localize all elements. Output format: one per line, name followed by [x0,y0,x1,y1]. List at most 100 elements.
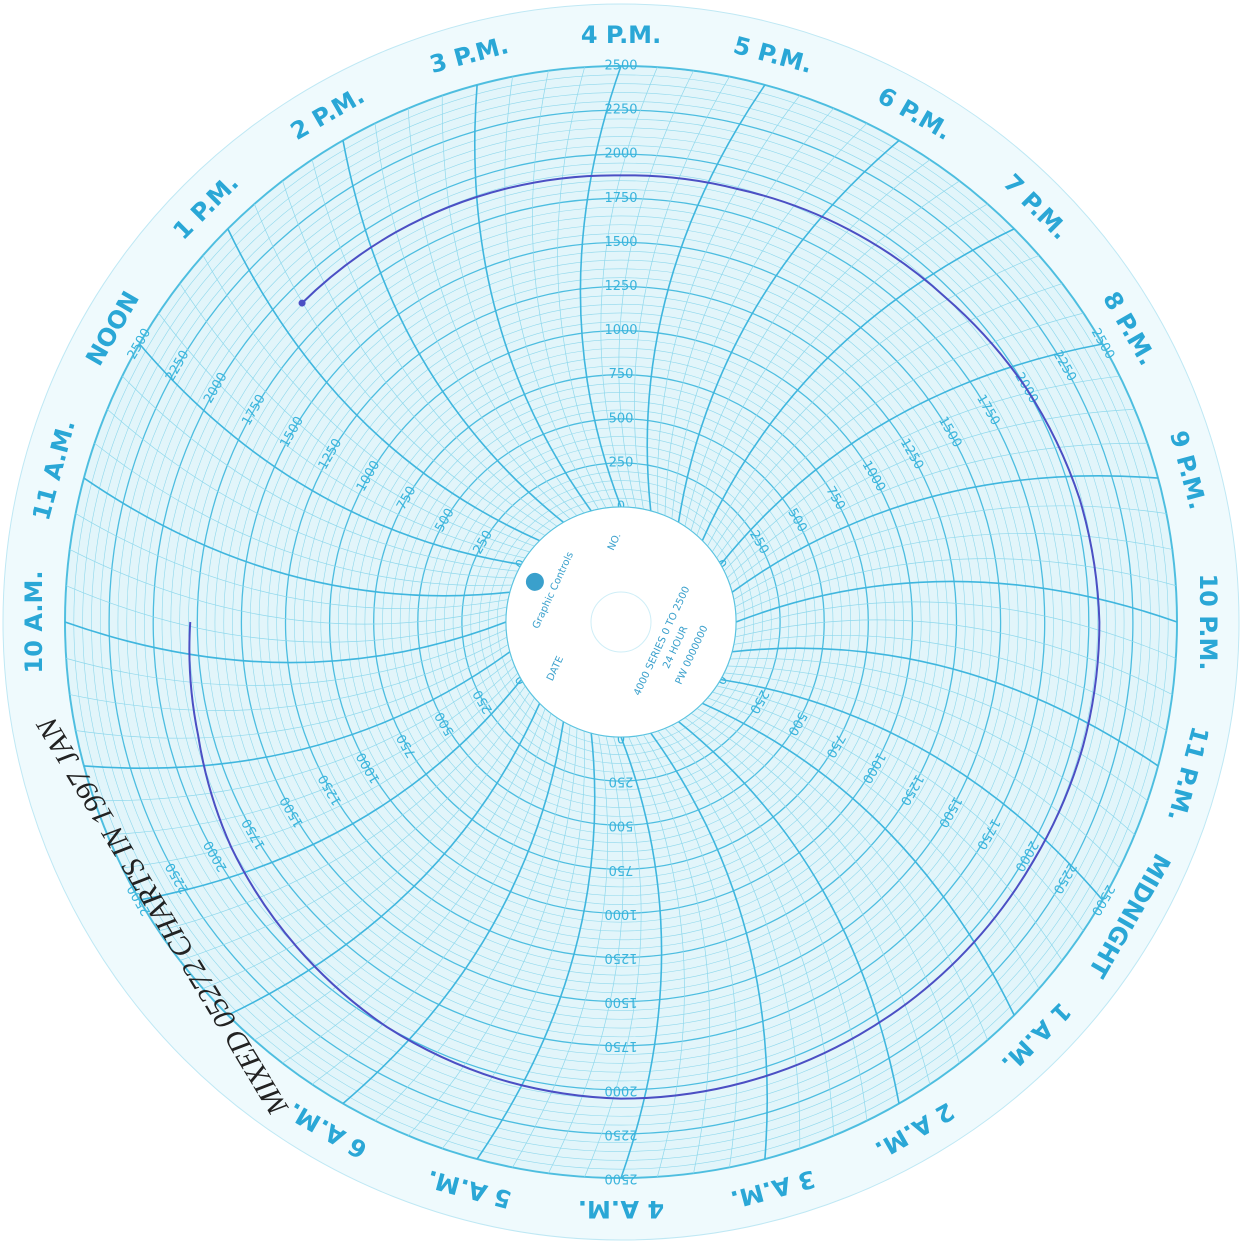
minor-ring [408,409,834,835]
time-line [635,735,710,1174]
time-line [657,95,800,514]
minor-ring [338,339,904,905]
time-line [179,691,531,961]
hour-line [701,228,1015,542]
time-line [716,312,1084,559]
hub-hole [590,591,652,653]
hour-line [677,139,900,523]
time-line [734,533,1173,608]
scale-label: 750 [609,367,634,382]
minor-ring [355,356,887,888]
scale-label: 2500 [604,1171,637,1186]
minor-ring [258,259,984,985]
time-line [671,724,868,1121]
hour-line [83,477,511,597]
time-line [75,644,509,739]
trace-layer [188,174,1101,1100]
time-line [407,728,578,1136]
scale-label: 1500 [604,235,637,250]
time-line [282,713,552,1064]
scale-label: 1750 [604,191,637,206]
hour-line [342,140,565,524]
scale-label: 2000 [604,147,637,162]
time-line [311,159,558,527]
time-line [66,585,507,643]
minor-ring [249,250,993,994]
scale-label: 250 [609,455,634,470]
time-line [643,734,738,1168]
scale-label: 2250 [604,103,637,118]
time-line [158,312,526,559]
scale-ring [461,462,781,782]
minor-ring [135,136,1107,1108]
scale-ring [108,109,1134,1135]
time-line [69,549,508,625]
scale-label: 750 [609,862,634,877]
scale-label: 500 [609,411,634,426]
minor-ring [91,92,1151,1152]
time-line [94,443,513,586]
scale-ring [373,374,869,870]
time-line [202,255,535,547]
scale-ring [328,329,914,915]
hour-line [731,647,1159,767]
minor-ring [99,100,1143,1144]
time-line [122,672,519,869]
minor-ring [470,471,772,773]
time-line [94,658,513,802]
time-line [735,601,1176,659]
time-line [548,735,624,1174]
time-line [407,108,578,516]
hour-line [646,84,766,512]
hour-line [64,621,507,664]
time-line [657,730,801,1149]
time-line [66,629,507,686]
hour-line [227,228,541,542]
minor-ring [276,277,966,967]
time-line [179,283,530,553]
minor-ring [302,303,940,941]
time-line [733,634,1167,731]
minor-ring [179,180,1063,1064]
minor-ring [320,321,922,923]
scale-label: 1000 [604,906,637,921]
time-line [600,67,658,508]
trace-start [298,299,306,307]
scale-label: 250 [609,774,634,789]
hour-line [83,651,511,769]
time-line [690,712,960,1064]
minor-ring [391,392,851,852]
scale-label: 500 [609,818,634,833]
hour-line [719,343,1103,566]
time-line [504,76,599,510]
minor-ring [126,127,1116,1117]
time-line [202,697,535,989]
hour-line [720,678,1104,901]
hour-line [476,732,596,1160]
hour-line [650,732,768,1160]
scale-label: 2500 [604,59,637,74]
hour-label: 10 P.M. [1194,573,1222,670]
hour-line [474,84,592,512]
hour-label: 4 A.M. [578,1195,664,1223]
hour-line [139,678,523,901]
time-line [724,672,1120,869]
time-line [282,180,552,532]
minor-ring [488,489,754,755]
hub [505,506,737,738]
time-line [684,717,931,1085]
hour-label: 4 P.M. [581,21,661,49]
minor-ring [435,436,807,808]
hour-line [677,720,900,1104]
time-line [711,283,1063,553]
time-line [707,697,1040,989]
time-line [107,408,515,579]
time-line [707,255,1040,547]
time-line [122,375,518,572]
scale-ring [284,285,958,959]
hour-line [227,702,541,1016]
time-line [723,375,1120,572]
time-line [628,736,685,1177]
scale-label: 1250 [604,950,637,965]
time-line [671,123,868,519]
